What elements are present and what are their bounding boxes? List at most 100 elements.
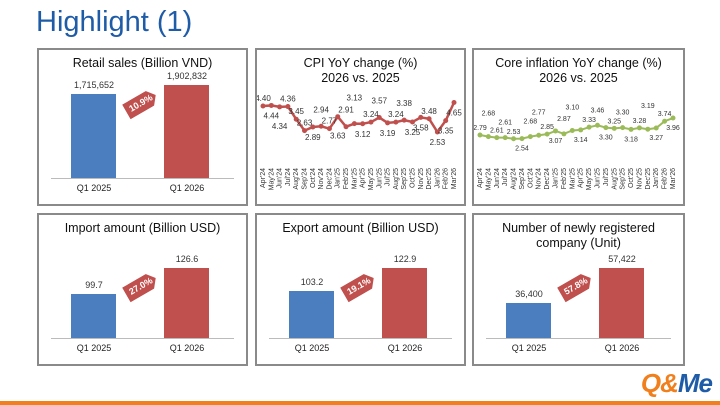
x-tick-label: Apr'25 <box>360 168 367 188</box>
line-chart: 2.79 Apr'24 2.68 May'24 2.61 Jun'24 2.61 Jul'24… <box>474 103 680 190</box>
data-label: 3.35 <box>438 127 454 136</box>
data-label: 3.28 <box>633 118 647 125</box>
data-point <box>426 116 432 122</box>
x-tick-label: Q1 2025 <box>76 183 112 193</box>
chart-panel: Export amount (Billion USD) 103.2 Q1 2025 1… <box>255 213 466 366</box>
x-tick-label: Q1 2025 <box>76 343 112 353</box>
data-point <box>620 125 626 131</box>
x-tick-label: Q1 2026 <box>169 183 205 193</box>
data-point <box>393 119 399 125</box>
x-tick-label: Dec'24 <box>544 168 551 190</box>
data-point <box>302 128 308 134</box>
x-tick-label: Q1 2026 <box>169 343 205 353</box>
x-tick-label: Jul'25 <box>385 168 392 186</box>
x-tick-label: Mar'25 <box>351 168 358 189</box>
data-label: 2.63 <box>297 119 313 128</box>
x-tick-label: Nov'25 <box>636 168 643 190</box>
x-tick-label: Jul'25 <box>603 168 610 186</box>
data-label: 3.14 <box>574 137 588 144</box>
chart-title: Retail sales (Billion VND) <box>72 56 213 70</box>
bar <box>289 290 334 338</box>
x-tick-label: Aug'24 <box>511 168 518 190</box>
data-point <box>418 114 424 120</box>
x-tick-label: Jul'24 <box>285 168 292 186</box>
data-point <box>653 125 659 131</box>
data-label: 3.10 <box>565 105 579 112</box>
x-tick-label: Aug'24 <box>293 168 300 190</box>
x-tick-label: Jan'25 <box>553 168 560 189</box>
x-axis <box>269 338 452 339</box>
data-point <box>451 100 457 106</box>
data-point <box>409 119 415 125</box>
chart-title: Number of newly registered company (Unit… <box>502 221 655 250</box>
data-point <box>662 118 668 124</box>
data-point <box>586 124 592 130</box>
x-tick-label: Jul'24 <box>502 168 509 186</box>
footer-divider <box>0 401 720 405</box>
data-label: 2.77 <box>322 117 338 126</box>
data-point <box>569 128 575 134</box>
data-label: 2.79 <box>474 125 487 132</box>
data-label: 2.54 <box>515 146 529 153</box>
data-point <box>268 102 274 108</box>
chart-panel: Retail sales (Billion VND) 1,715,652 Q1 20… <box>37 48 248 206</box>
logo-text-a: Q& <box>640 368 679 398</box>
x-tick-label: May'25 <box>368 168 375 190</box>
data-point <box>443 118 449 124</box>
x-tick-label: May'24 <box>268 168 275 190</box>
x-tick-label: Jan'26 <box>653 168 660 189</box>
data-label: 2.91 <box>338 106 354 115</box>
data-label: 3.33 <box>582 117 596 124</box>
growth-badge: 19.1% <box>340 271 378 303</box>
x-tick-label: Apr'24 <box>260 168 267 188</box>
data-label: 2.68 <box>482 111 496 118</box>
data-point <box>502 135 508 141</box>
qme-logo: Q&Me <box>640 368 713 399</box>
x-tick-label: Dec'25 <box>426 168 433 190</box>
data-point <box>477 132 483 138</box>
x-tick-label: Jun'25 <box>376 168 383 189</box>
data-point <box>368 119 374 125</box>
data-label: 2.94 <box>313 105 329 114</box>
data-point <box>544 131 550 137</box>
x-tick-label: Jan'25 <box>335 168 342 189</box>
data-point <box>670 115 676 121</box>
x-tick-label: Dec'24 <box>326 168 333 190</box>
x-tick-label: Oct'24 <box>310 168 317 188</box>
data-label: 99.7 <box>85 279 103 290</box>
data-label: 3.19 <box>641 103 655 110</box>
chart-panel: Import amount (Billion USD) 99.7 Q1 2025 12… <box>37 213 248 366</box>
data-point <box>285 104 291 110</box>
growth-badge: 27.0% <box>122 271 160 303</box>
data-label: 3.25 <box>405 128 421 137</box>
data-label: 1,902,832 <box>166 71 208 81</box>
x-tick-label: Sep'25 <box>620 168 627 190</box>
data-point <box>561 131 567 137</box>
data-label: 3.38 <box>396 99 412 108</box>
data-label: 2.89 <box>305 133 321 142</box>
x-tick-label: Q1 2025 <box>294 343 330 353</box>
data-label: 3.57 <box>371 97 387 106</box>
data-label: 3.46 <box>591 107 605 114</box>
data-label: 2.85 <box>540 124 554 131</box>
x-tick-label: Feb'25 <box>343 168 350 189</box>
data-label: 4.44 <box>264 111 280 120</box>
data-point <box>519 136 525 142</box>
data-label: 4.36 <box>280 95 296 104</box>
data-point <box>310 124 316 130</box>
growth-badge: 10.9% <box>122 88 160 120</box>
data-point <box>645 126 651 132</box>
x-tick-label: May'25 <box>586 168 593 190</box>
data-point <box>511 136 517 142</box>
data-label: 2.53 <box>430 138 446 147</box>
data-point <box>351 121 357 127</box>
data-label: 3.74 <box>658 111 672 118</box>
data-point <box>376 115 382 121</box>
data-point <box>260 103 266 109</box>
chart-title: Core inflation YoY change (%) 2026 vs. 2… <box>495 56 662 85</box>
x-tick-label: Q1 2025 <box>511 343 547 353</box>
data-label: 3.30 <box>599 135 613 142</box>
x-tick-label: Apr'24 <box>477 168 484 188</box>
bar <box>506 302 551 338</box>
chart-title: CPI YoY change (%) 2026 vs. 2025 <box>303 56 418 85</box>
